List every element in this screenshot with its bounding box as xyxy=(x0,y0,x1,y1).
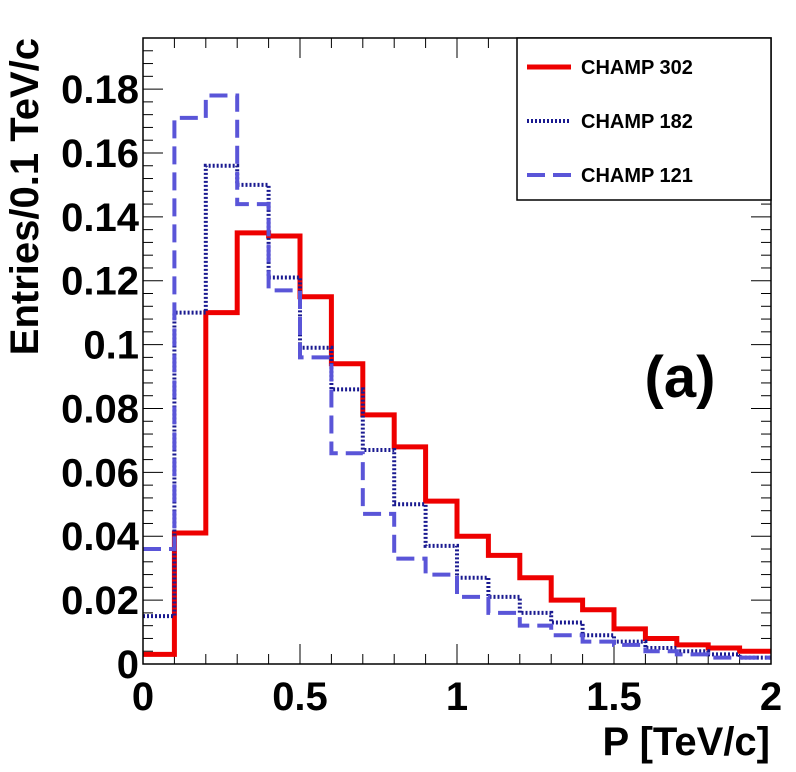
y-tick-label: 0.14 xyxy=(61,196,140,240)
legend: CHAMP 302 CHAMP 182 CHAMP 121 xyxy=(516,37,772,201)
y-tick-label: 0.1 xyxy=(83,324,139,368)
y-tick-label: 0.12 xyxy=(61,260,139,304)
legend-label: CHAMP 121 xyxy=(581,165,693,187)
plot-frame xyxy=(142,37,772,665)
series-champ-121 xyxy=(143,93,771,660)
x-tick-label: 2 xyxy=(760,675,782,719)
tick-labels: 0 0.5 1 1.5 2 0 0.02 0.04 0.06 0.08 0.1 0.12 0.14 0.1… xyxy=(61,68,782,719)
histogram-series xyxy=(143,93,771,660)
x-tick-label: 1.5 xyxy=(586,675,642,719)
y-tick-label: 0.04 xyxy=(61,515,140,559)
panel-label: (a) xyxy=(645,345,716,410)
y-tick-label: 0.06 xyxy=(61,451,139,495)
legend-label: CHAMP 182 xyxy=(581,111,693,133)
x-tick-label: 0.5 xyxy=(272,675,328,719)
y-tick-label: 0.02 xyxy=(61,579,139,623)
y-axis-title: Entries/0.1 TeV/c xyxy=(3,38,47,355)
y-tick-label: 0.18 xyxy=(61,68,139,112)
y-tick-label: 0.08 xyxy=(61,387,139,431)
x-tick-label: 1 xyxy=(446,675,468,719)
x-tick-label: 0 xyxy=(132,675,154,719)
x-axis-title: P [TeV/c] xyxy=(603,720,770,764)
series-champ-182 xyxy=(143,163,771,660)
legend-label: CHAMP 302 xyxy=(581,57,693,79)
y-tick-label: 0.16 xyxy=(61,132,139,176)
y-tick-label: 0 xyxy=(117,643,139,687)
series-champ-302 xyxy=(143,230,771,657)
